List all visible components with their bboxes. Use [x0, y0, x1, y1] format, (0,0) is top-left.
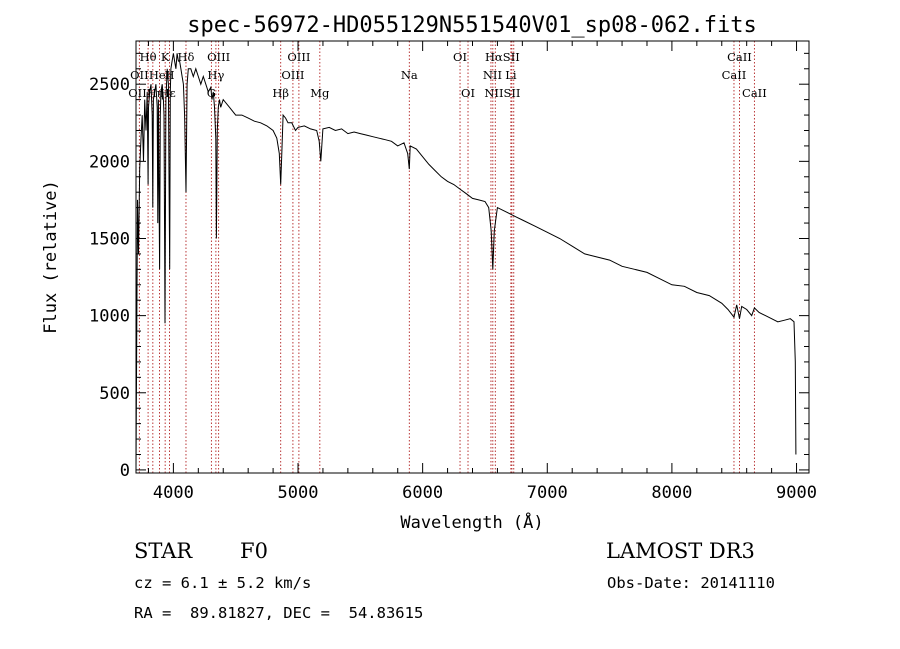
line-label: K — [161, 50, 170, 64]
survey-name: LAMOST DR3 — [606, 539, 755, 563]
redshift-cz: cz = 6.1 ± 5.2 km/s — [134, 574, 312, 592]
x-tick-label: 7000 — [527, 483, 568, 503]
x-tick-label: 5000 — [278, 483, 319, 503]
line-label: Na — [401, 68, 418, 82]
object-class: STAR — [134, 539, 193, 563]
line-label: CaII — [722, 68, 747, 82]
y-axis-ticks: 0 500 1000 1500 2000 2500 — [89, 52, 809, 481]
y-tick-label: 2500 — [89, 75, 130, 95]
line-label: OIII — [287, 50, 310, 64]
line-label: NIISII — [484, 86, 520, 100]
y-tick-label: 1500 — [89, 229, 130, 249]
spectrum-line — [135, 53, 797, 470]
x-tick-label: 8000 — [651, 483, 692, 503]
coordinates: RA = 89.81827, DEC = 54.83615 — [134, 604, 424, 622]
line-label: CaII — [742, 86, 767, 100]
line-label: Hθ — [140, 50, 157, 64]
line-label: Hε — [160, 86, 176, 100]
y-tick-label: 500 — [99, 384, 130, 404]
chart-title: spec-56972-HD055129N551540V01_sp08-062.f… — [187, 13, 757, 38]
x-tick-label: 9000 — [776, 483, 817, 503]
object-subclass: F0 — [240, 539, 268, 563]
line-label: HαSII — [485, 50, 520, 64]
y-tick-label: 1000 — [89, 307, 130, 327]
x-tick-label: 4000 — [153, 483, 194, 503]
line-label: OI — [453, 50, 467, 64]
line-label: OIII — [207, 50, 230, 64]
x-axis-label: Wavelength (Å) — [400, 511, 543, 533]
y-tick-label: 0 — [120, 461, 130, 481]
line-label: Mg — [310, 86, 330, 100]
y-tick-label: 2000 — [89, 152, 130, 172]
line-label: OI — [461, 86, 475, 100]
line-label: Hγ — [207, 68, 224, 82]
line-label: OIII — [281, 68, 304, 82]
line-label: Hβ — [272, 86, 289, 100]
observation-date: Obs-Date: 20141110 — [607, 574, 775, 592]
plot-frame — [135, 40, 810, 474]
line-label: HeI — [149, 68, 170, 82]
line-label: NII — [483, 68, 502, 82]
emission-line-markers — [138, 41, 755, 473]
y-axis-label: Flux (relative) — [41, 180, 61, 334]
line-label: CaII — [727, 50, 752, 64]
x-tick-label: 6000 — [402, 483, 443, 503]
line-label: Hδ — [177, 50, 194, 64]
line-label: Li — [505, 68, 517, 82]
line-label: H — [165, 68, 175, 82]
line-label: OIIHη — [128, 86, 164, 100]
x-axis-ticks: 4000 5000 6000 7000 8000 9000 — [147, 41, 817, 503]
line-label: OII — [130, 68, 149, 82]
